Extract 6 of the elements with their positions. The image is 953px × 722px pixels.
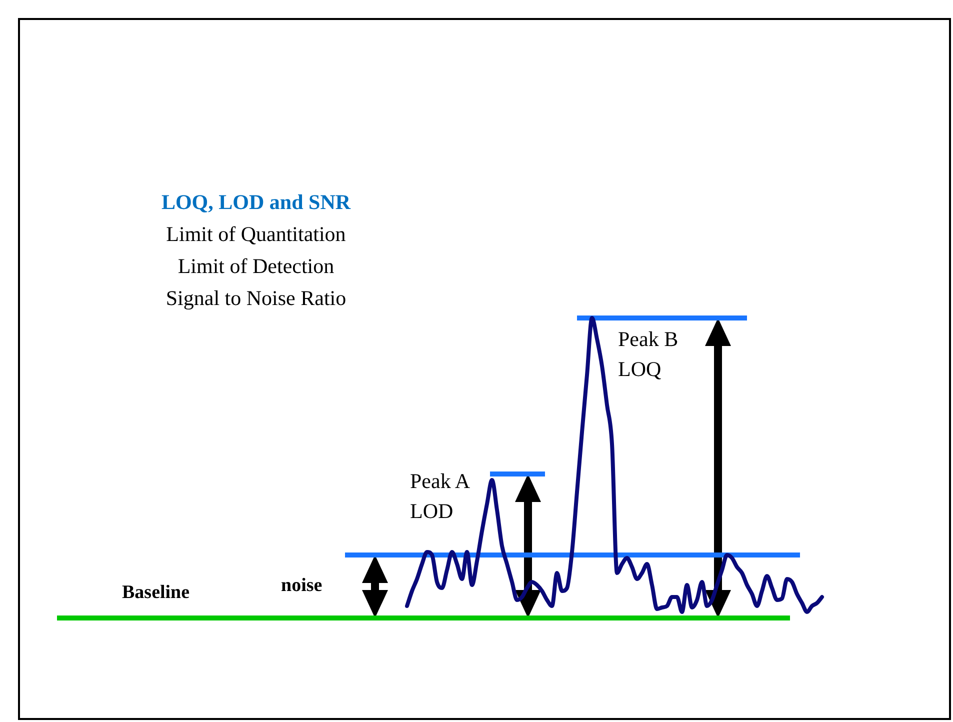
ref-line-label: noise: [281, 574, 322, 598]
chart-title: LOQ, LOD and SNR: [160, 189, 352, 216]
ref-line-label: Baseline: [122, 581, 190, 605]
ref-line-label: Peak B LOQ: [618, 326, 678, 383]
chart-subtitle: Limit of Quantitation Limit of Detection Signal to Noise Ratio: [164, 221, 348, 312]
ref-line-label: Peak A LOD: [410, 468, 470, 525]
